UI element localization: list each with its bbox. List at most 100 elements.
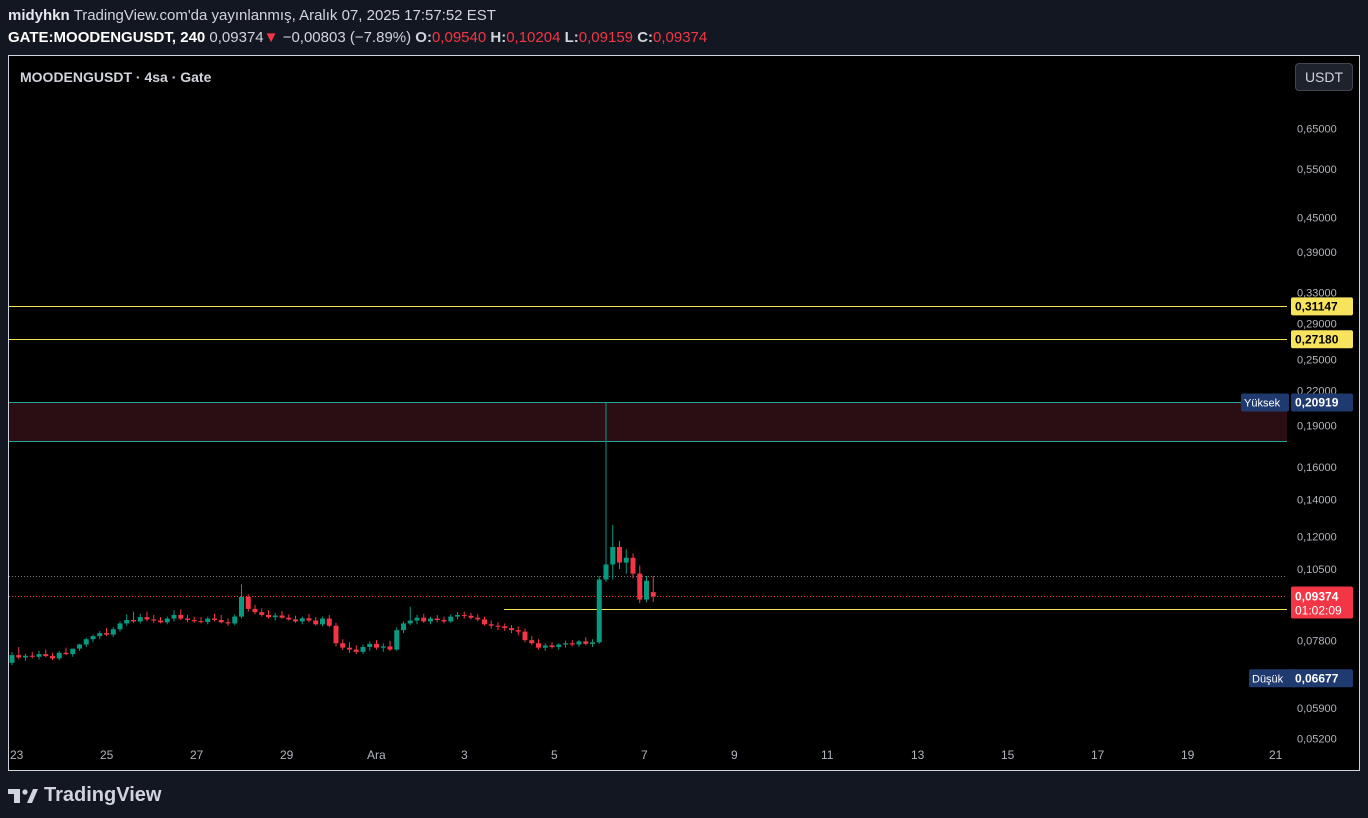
open-label: O: xyxy=(415,29,432,46)
candle-body xyxy=(441,619,447,622)
candle-body xyxy=(171,614,177,619)
y-tick-label: 0,12000 xyxy=(1297,532,1337,544)
candle-body xyxy=(293,619,298,622)
candle-body xyxy=(360,647,366,652)
candle-body xyxy=(279,615,285,618)
candle-body xyxy=(131,619,136,622)
candle-body xyxy=(340,643,346,648)
candle-body xyxy=(144,617,150,620)
candle-body xyxy=(83,639,89,645)
candle-body xyxy=(596,579,602,643)
x-tick-label: 17 xyxy=(1091,748,1105,762)
publish-text: TradingView.com'da yayınlanmış, Aralık 0… xyxy=(73,7,496,24)
candle-body xyxy=(299,618,305,622)
candle-body xyxy=(306,618,312,621)
y-tick-label: 0,14000 xyxy=(1297,494,1337,506)
candle-body xyxy=(245,596,251,609)
symbol-name: GATE:MOODENGUSDT, 240 xyxy=(8,29,206,46)
price-change: −0,00803 (−7.89%) xyxy=(282,29,412,46)
candle-body xyxy=(205,618,211,622)
marker-name: Düşük xyxy=(1252,673,1284,685)
candle-body xyxy=(353,649,359,652)
candle-body xyxy=(468,615,474,618)
candle-body xyxy=(583,641,589,644)
x-tick-label: 27 xyxy=(190,748,204,762)
candle-body xyxy=(97,633,103,637)
y-tick-label: 0,05900 xyxy=(1297,703,1337,715)
y-tick-label: 0,45000 xyxy=(1297,213,1337,225)
candle-body xyxy=(461,614,467,616)
candle-body xyxy=(522,631,528,641)
x-tick-label: 25 xyxy=(100,748,114,762)
down-arrow-icon: ▼ xyxy=(263,29,279,46)
level-price-badge-bg xyxy=(1291,330,1353,349)
marker-name-bg xyxy=(1241,393,1289,412)
candle-body xyxy=(326,618,332,626)
x-tick-label: 23 xyxy=(10,748,24,762)
y-tick-label: 0,19000 xyxy=(1297,421,1337,433)
candle-body xyxy=(151,619,157,621)
candle-body xyxy=(313,620,319,625)
candle-body xyxy=(623,557,629,563)
low-label: L: xyxy=(564,29,579,46)
candle-body xyxy=(428,618,433,622)
candle-body xyxy=(198,621,204,623)
candle-body xyxy=(401,623,406,631)
x-tick-label: 9 xyxy=(731,748,738,762)
chart-legend: MOODENGUSDT · 4sa · Gate xyxy=(20,69,212,85)
chart-pane[interactable]: 0,65000 0,55000 0,45000 0,39000 0,33000 0,290… xyxy=(8,55,1360,771)
level-price-badge: 0,27180 xyxy=(1295,332,1339,346)
candle-body xyxy=(448,616,454,622)
candle-body xyxy=(347,647,352,650)
candle-body xyxy=(23,655,28,658)
x-tick-label: Ara xyxy=(367,748,386,762)
candle-body xyxy=(320,618,325,625)
candle-body xyxy=(590,642,595,644)
candle-body xyxy=(563,643,568,645)
candle-body xyxy=(16,655,22,658)
candle-body xyxy=(212,618,217,620)
marker-price-badge: 0,20919 xyxy=(1295,395,1339,409)
x-tick-label: 3 xyxy=(461,748,468,762)
candle-body xyxy=(637,573,643,600)
level-price-badge: 0,31147 xyxy=(1295,299,1338,313)
y-tick-label: 0,10500 xyxy=(1297,564,1337,576)
y-tick-label: 0,39000 xyxy=(1297,247,1337,259)
candle-body xyxy=(414,617,420,621)
marker-name: Yüksek xyxy=(1244,397,1281,409)
author-name: midyhkn xyxy=(8,7,70,24)
candle-body xyxy=(495,625,501,627)
candle-body xyxy=(387,646,393,650)
price-chart[interactable]: 0,65000 0,55000 0,45000 0,39000 0,33000 0,290… xyxy=(9,56,1359,770)
y-tick-label: 0,33000 xyxy=(1297,287,1337,299)
currency-button[interactable]: USDT xyxy=(1295,63,1353,91)
marker-price-badge: 0,06677 xyxy=(1295,671,1339,685)
candle-body xyxy=(50,656,55,659)
x-tick-label: 5 xyxy=(551,748,558,762)
candle-body xyxy=(36,654,42,657)
candle-body xyxy=(158,620,163,623)
x-tick-label: 29 xyxy=(280,748,294,762)
y-tick-label: 0,16000 xyxy=(1297,462,1337,474)
candle-body xyxy=(333,625,339,644)
candle-body xyxy=(63,652,69,655)
candle-body xyxy=(434,618,440,620)
candle-body xyxy=(252,608,258,613)
high-value: 0,10204 xyxy=(506,29,561,46)
candle-body xyxy=(515,630,521,632)
candle-body xyxy=(536,643,541,648)
x-tick-label: 15 xyxy=(1001,748,1015,762)
close-label: C: xyxy=(637,29,654,46)
candle-body xyxy=(178,614,184,619)
candle-body xyxy=(407,620,413,624)
candle-body xyxy=(218,619,224,623)
candle-body xyxy=(455,614,460,617)
candle-body xyxy=(542,645,548,648)
y-tick-label: 0,07800 xyxy=(1297,636,1337,648)
candle-body xyxy=(117,623,123,630)
candle-body xyxy=(185,618,190,620)
candle-body xyxy=(266,614,271,618)
candle-body xyxy=(232,616,238,624)
candle-body xyxy=(394,630,400,650)
y-tick-label: 0,29000 xyxy=(1297,319,1337,331)
